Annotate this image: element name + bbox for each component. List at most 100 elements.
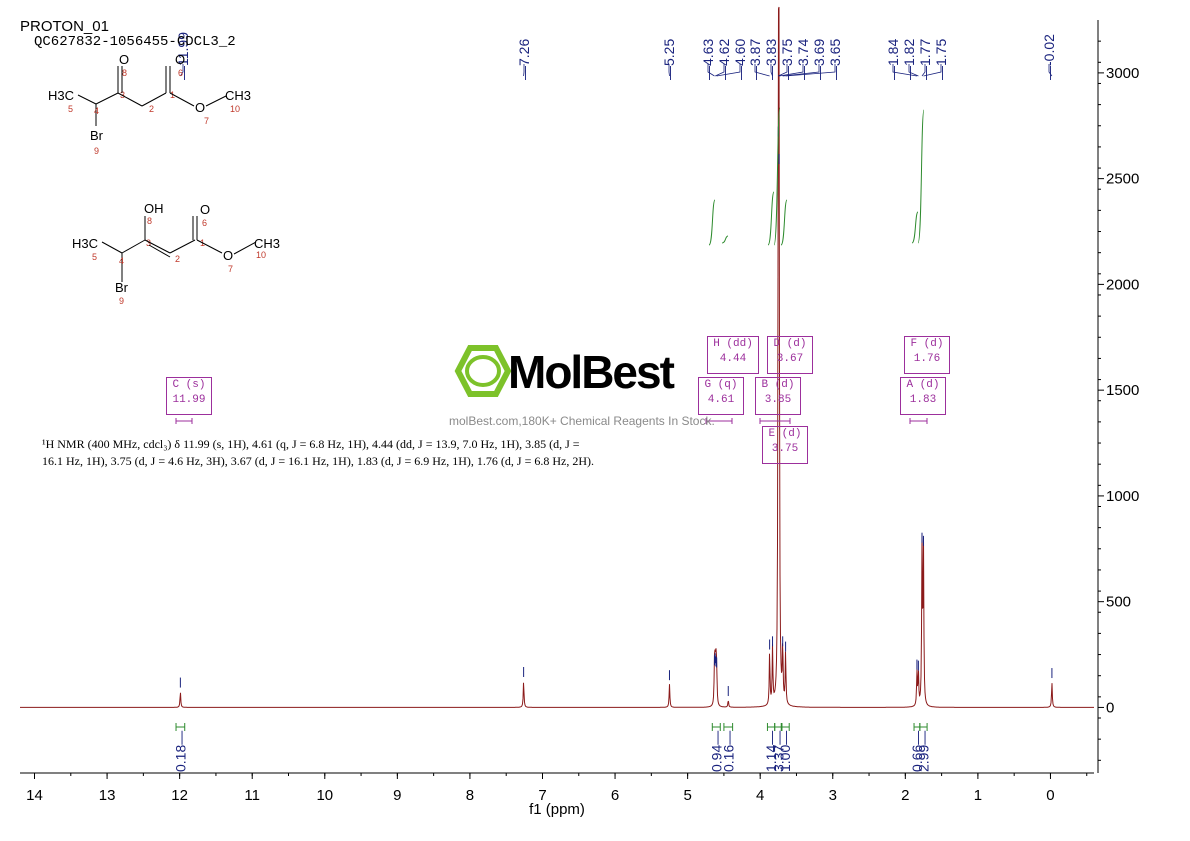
peak-label-connector — [707, 64, 715, 77]
peak-label-connector — [921, 64, 926, 77]
y-tick-label: 1000 — [1106, 488, 1139, 505]
atom-h3c: H3C — [72, 236, 98, 251]
integral-value: 0.16— — [720, 731, 736, 772]
bond-line — [196, 239, 223, 254]
integral-curve — [773, 107, 781, 246]
peak-label: —3.65 — [827, 39, 843, 80]
atom-o: O — [223, 248, 233, 263]
atom-ch3: CH3 — [254, 236, 280, 251]
bond-line — [117, 92, 143, 107]
integral-curve — [767, 191, 775, 246]
atom-number: 6 — [178, 68, 183, 78]
watermark-logo-ring-icon — [465, 355, 501, 387]
nmr-description: ¹H NMR (400 MHz, cdcl₃) δ 11.99 (s, 1H),… — [42, 437, 595, 468]
multiplet-box-c: C (s) 11.99 — [166, 377, 212, 415]
bond-line — [77, 94, 97, 105]
watermark-tagline: molBest.com,180K+ Chemical Reagents In S… — [449, 414, 715, 428]
peak-label-connector — [782, 64, 820, 77]
multiplet-box-b: B (d) 3.85 — [755, 377, 801, 415]
atom-number: 3 — [146, 238, 151, 248]
multiplet-box-f: F (d) 1.76 — [904, 336, 950, 374]
integral-value: 0.66— — [909, 731, 925, 772]
peak-label: —1.82 — [901, 39, 917, 80]
integral-value: 2.99— — [915, 731, 931, 772]
x-tick-label: 1 — [974, 787, 982, 804]
atom-number: 2 — [149, 104, 154, 114]
atom-number: 10 — [230, 104, 240, 114]
bond-line — [205, 95, 227, 107]
peak-label: —1.75 — [933, 39, 949, 80]
x-tick-label: 9 — [393, 787, 401, 804]
atom-number: 1 — [170, 90, 175, 100]
bond-line — [95, 92, 119, 105]
bond-line — [144, 239, 171, 254]
x-tick-label: 7 — [538, 787, 546, 804]
y-tick-label: 2000 — [1106, 276, 1139, 293]
bond-line — [101, 241, 123, 254]
peak-label: —1.77 — [917, 39, 933, 80]
peak-label: —3.83 — [763, 39, 779, 80]
peak-label: —4.63 — [700, 39, 716, 80]
peak-label: —1.84 — [885, 39, 901, 80]
sample-id: QC627832-1056455-CDCL3_2 — [34, 34, 236, 50]
atom-o: O — [200, 202, 210, 217]
integral-curve — [721, 235, 729, 244]
bond-line — [141, 92, 167, 107]
peak-label: —5.25 — [661, 39, 677, 80]
atom-h3c: H3C — [48, 88, 74, 103]
peak-label: —3.87 — [747, 39, 763, 80]
peak-label-connector — [779, 64, 804, 77]
bond-line — [148, 244, 171, 258]
integral-value: 1.00— — [777, 731, 793, 772]
spectrum-title: PROTON_01 — [20, 18, 109, 35]
watermark-logo-icon — [454, 345, 512, 397]
x-tick-label: 11 — [244, 787, 260, 804]
atom-o: O — [175, 52, 185, 67]
x-tick-label: 3 — [829, 787, 837, 804]
x-tick-label: 12 — [171, 787, 188, 804]
peak-label-connector — [1048, 64, 1053, 77]
x-axis-label: f1 (ppm) — [529, 801, 585, 818]
peak-label-connector — [716, 64, 741, 77]
peak-label: —3.75 — [779, 39, 795, 80]
bond-line — [169, 239, 196, 254]
integral-curve — [708, 199, 716, 246]
x-tick-label: 0 — [1046, 787, 1054, 804]
atom-number: 4 — [119, 256, 124, 266]
multiplet-box-h: H (dd) 4.44 — [707, 336, 759, 374]
atom-o: O — [119, 52, 129, 67]
bond-line — [121, 239, 146, 254]
atom-number: 7 — [204, 116, 209, 126]
multiplet-box-a: A (d) 1.83 — [900, 377, 946, 415]
multiplet-box-e: E (d) 3.75 — [762, 426, 808, 464]
x-tick-label: 6 — [611, 787, 619, 804]
peak-label-connector — [908, 64, 919, 77]
y-tick-label: 3000 — [1106, 65, 1139, 82]
y-tick-label: 2500 — [1106, 171, 1139, 188]
peak-label: —4.62 — [716, 39, 732, 80]
atom-o: O — [195, 100, 205, 115]
x-tick-label: 4 — [756, 787, 764, 804]
peak-label-connector — [785, 64, 836, 77]
atom-number: 2 — [175, 254, 180, 264]
watermark-brand: MolBest — [508, 346, 675, 398]
x-tick-label: 5 — [683, 787, 691, 804]
x-tick-label: 14 — [26, 787, 43, 804]
peak-label: —-0.02 — [1041, 34, 1057, 80]
peak-label-connector — [668, 64, 670, 77]
atom-number: 7 — [228, 264, 233, 274]
atom-ch3: CH3 — [225, 88, 251, 103]
y-tick-label: 0 — [1106, 699, 1114, 716]
atom-number: 6 — [202, 218, 207, 228]
bond-line — [169, 92, 195, 107]
integral-value: 1.14— — [763, 731, 779, 772]
peak-label-connector — [754, 64, 770, 77]
bond-line — [233, 241, 257, 255]
peak-label: —11.99 — [175, 32, 191, 80]
atom-oh: OH — [144, 201, 164, 216]
atom-number: 9 — [119, 296, 124, 306]
peak-label-connector — [180, 64, 184, 77]
x-tick-label: 10 — [316, 787, 333, 804]
peak-label-connector — [923, 64, 942, 77]
